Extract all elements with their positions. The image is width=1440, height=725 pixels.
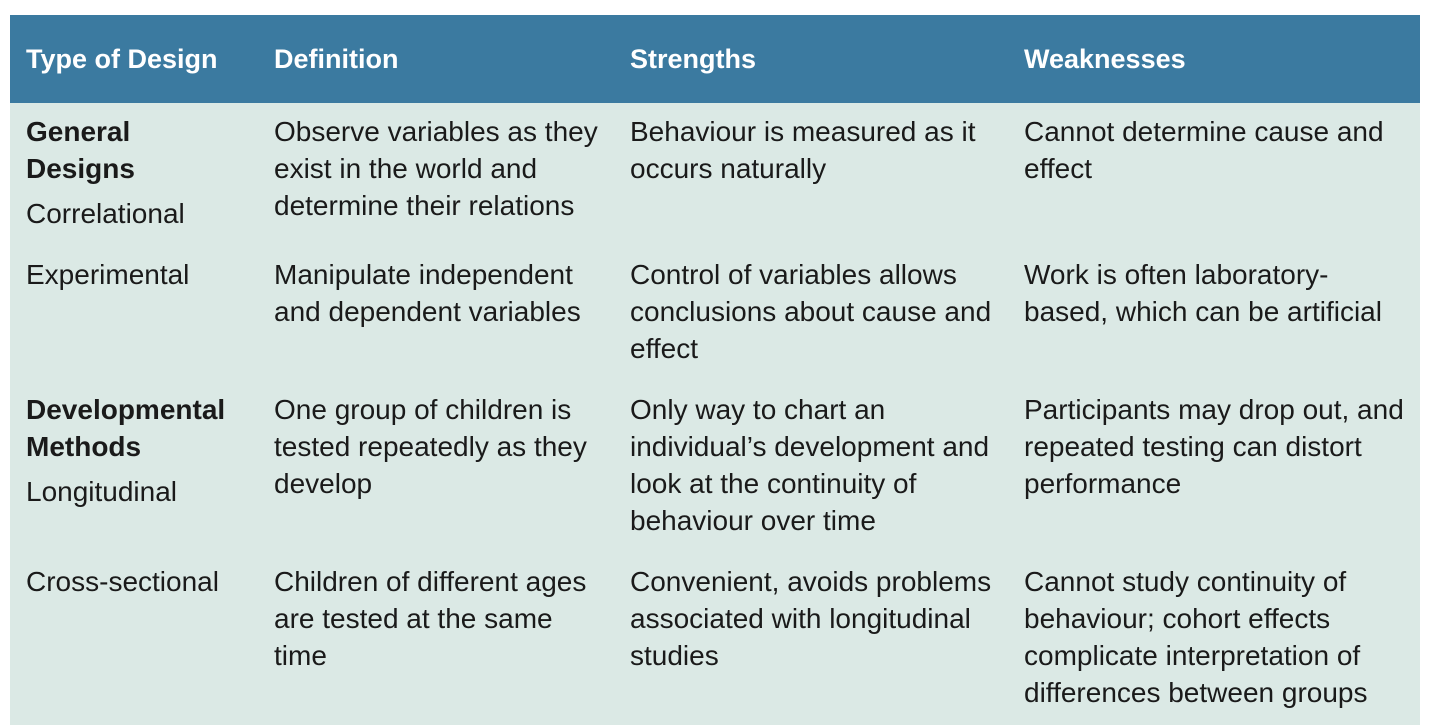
table-body: General Designs Correlational Observe vari…: [10, 103, 1420, 725]
table-cell: Participants may drop out, and repeated …: [1024, 394, 1404, 499]
table-row: General Designs Correlational Observe vari…: [10, 103, 1420, 246]
design-group: Developmental Methods: [26, 394, 226, 462]
table-cell: Observe variables as they exist in the w…: [274, 116, 598, 221]
table-cell: Behaviour is measured as it occurs natur…: [630, 116, 976, 184]
table-row: Experimental Manipulate independent and d…: [10, 246, 1420, 381]
design-cell: Developmental Methods Longitudinal: [10, 381, 258, 553]
design-cell: General Designs Correlational: [10, 103, 258, 246]
table-cell: Only way to chart an individual’s develo…: [630, 394, 990, 536]
design-type: Longitudinal: [26, 476, 178, 507]
table-cell: Work is often laboratory-based, which ca…: [1024, 259, 1382, 327]
design-group: General Designs: [26, 116, 135, 184]
table-cell: Control of variables allows conclusions …: [630, 259, 992, 364]
header-cell: Weaknesses: [1008, 15, 1420, 103]
header-row: Type of Design Definition Strengths Weaknes…: [10, 15, 1420, 103]
table-cell: Cannot determine cause and effect: [1024, 116, 1384, 184]
table-cell: Cannot study continuity of behaviour; co…: [1024, 566, 1368, 708]
design-type: Experimental: [26, 259, 190, 290]
header-cell: Type of Design: [10, 15, 258, 103]
design-type: Correlational: [26, 198, 185, 229]
table-cell: Manipulate independent and dependent var…: [274, 259, 581, 327]
table-cell: Convenient, avoids problems associated w…: [630, 566, 992, 671]
header-cell: Definition: [258, 15, 614, 103]
table-cell: One group of children is tested repeated…: [274, 394, 587, 499]
table-row: Developmental Methods Longitudinal One gro…: [10, 381, 1420, 553]
design-cell: Cross-sectional: [10, 553, 258, 725]
table-row: Cross-sectional Children of different age…: [10, 553, 1420, 725]
design-type: Cross-sectional: [26, 566, 219, 597]
table-cell: Children of different ages are tested at…: [274, 566, 587, 671]
header-cell: Strengths: [614, 15, 1008, 103]
design-cell: Experimental: [10, 246, 258, 381]
design-table: Type of Design Definition Strengths Weaknes…: [10, 15, 1420, 725]
table-header: Type of Design Definition Strengths Weaknes…: [10, 15, 1420, 103]
